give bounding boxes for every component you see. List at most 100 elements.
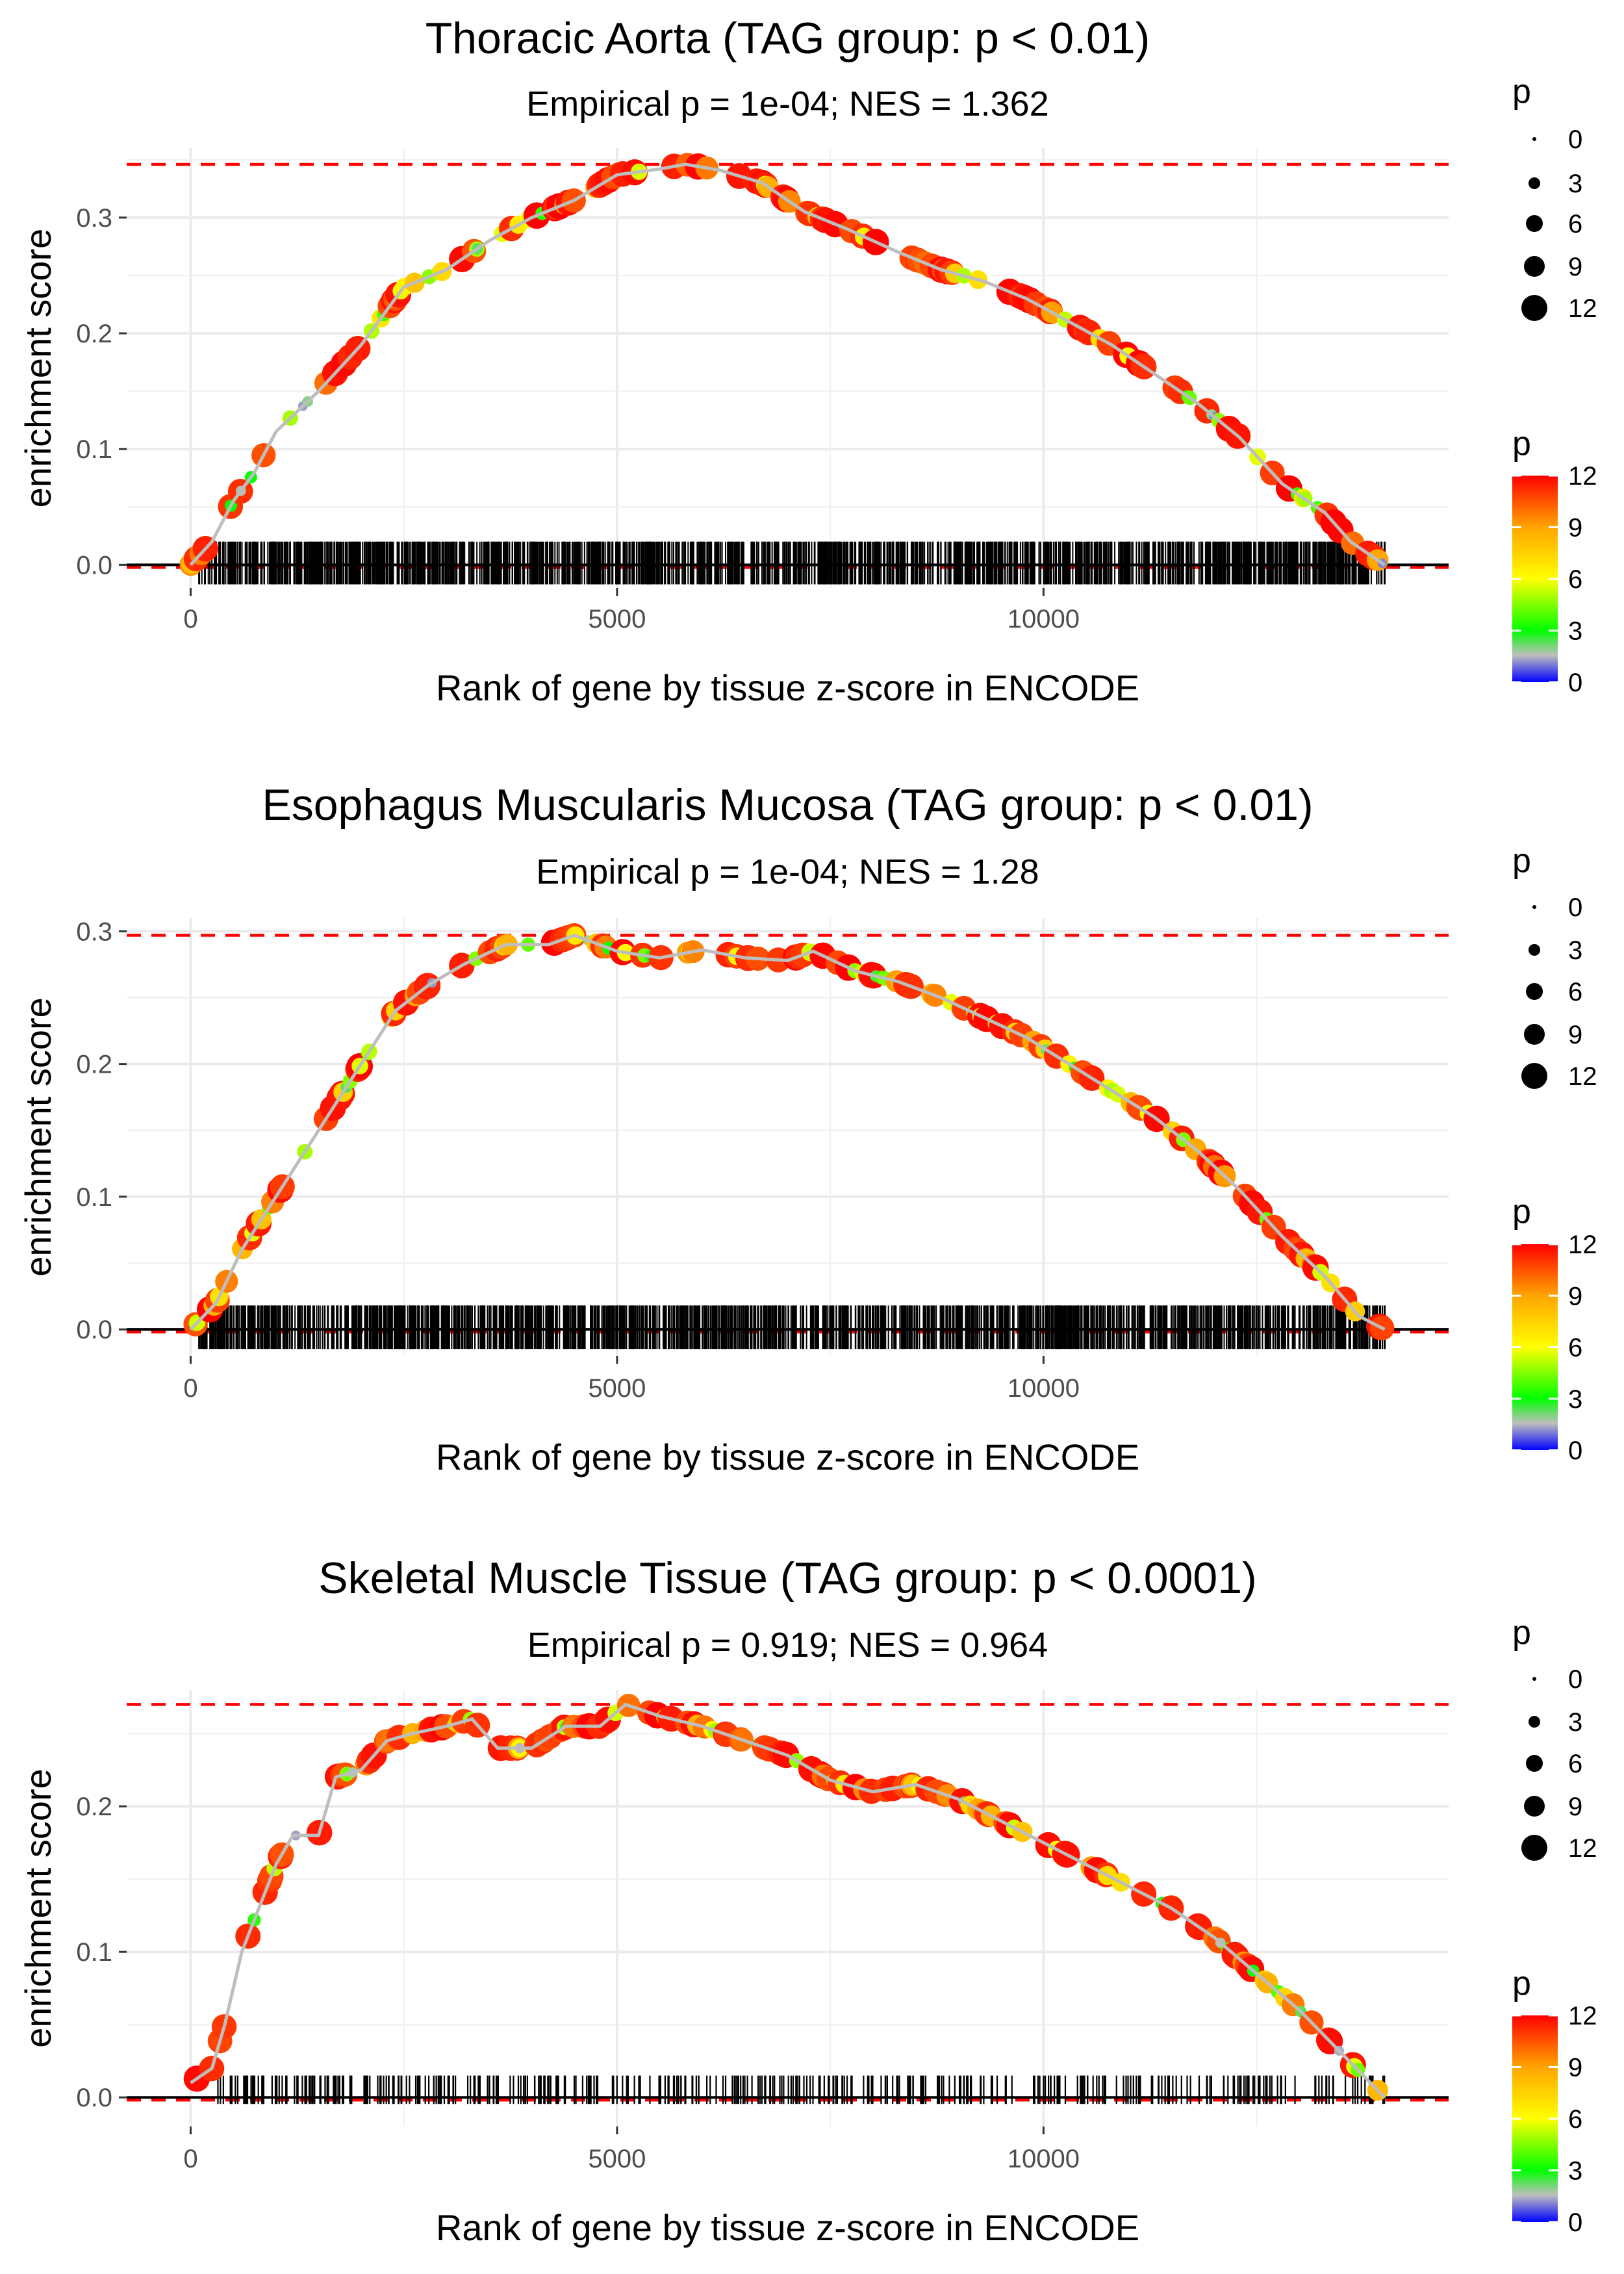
size-legend-label: 6 bbox=[1568, 978, 1582, 1006]
size-legend-dot bbox=[1526, 215, 1543, 232]
size-legend-dot bbox=[1529, 177, 1540, 189]
chart-title: Esophagus Muscularis Mucosa (TAG group: … bbox=[262, 780, 1313, 830]
chart-subtitle: Empirical p = 1e-04; NES = 1.362 bbox=[526, 84, 1048, 123]
size-legend-label: 3 bbox=[1568, 936, 1582, 965]
size-legend: p 0 3 6 9 12 bbox=[1512, 73, 1597, 323]
x-tick-label: 0 bbox=[183, 1374, 197, 1403]
enrichment-points bbox=[183, 923, 1395, 1341]
color-legend: p 12 9 6 3 0 bbox=[1512, 1193, 1597, 1465]
y-axis-title: enrichment score bbox=[18, 229, 58, 508]
color-legend-label: 12 bbox=[1568, 1231, 1597, 1259]
y-tick-label: 0.2 bbox=[76, 1051, 112, 1079]
size-legend-label: 3 bbox=[1568, 1708, 1582, 1737]
gene-rank-rug bbox=[217, 2075, 1386, 2104]
size-legend-label: 3 bbox=[1568, 170, 1582, 198]
size-legend-label: 9 bbox=[1568, 1021, 1582, 1049]
gridlines bbox=[127, 1690, 1449, 2127]
x-tick-label: 0 bbox=[183, 2145, 197, 2173]
gsea-panel-2: Esophagus Muscularis Mucosa (TAG group: … bbox=[18, 780, 1597, 1477]
x-tick-label: 10000 bbox=[1008, 2145, 1080, 2173]
size-legend-dot bbox=[1524, 256, 1545, 277]
chart-subtitle: Empirical p = 1e-04; NES = 1.28 bbox=[536, 852, 1039, 891]
y-tick-label: 0.1 bbox=[76, 435, 112, 464]
color-legend-label: 0 bbox=[1568, 1437, 1582, 1465]
size-legend-label: 12 bbox=[1568, 1062, 1597, 1091]
y-tick-label: 0.3 bbox=[76, 917, 112, 946]
size-legend-dot bbox=[1526, 983, 1543, 1000]
color-legend: p 12 9 6 3 0 bbox=[1512, 1965, 1597, 2237]
color-legend-title: p bbox=[1512, 1965, 1531, 2002]
color-legend-title: p bbox=[1512, 425, 1531, 463]
color-legend-label: 3 bbox=[1568, 1385, 1582, 1414]
color-legend-label: 12 bbox=[1568, 462, 1597, 491]
size-legend-dot bbox=[1524, 1796, 1545, 1817]
color-legend-label: 0 bbox=[1568, 2208, 1582, 2237]
gsea-panel-1: Thoracic Aorta (TAG group: p < 0.01) Empi… bbox=[18, 14, 1597, 708]
color-legend-label: 9 bbox=[1568, 2054, 1582, 2082]
y-tick-label: 0.2 bbox=[76, 1793, 112, 1821]
chart-subtitle: Empirical p = 0.919; NES = 0.964 bbox=[527, 1626, 1048, 1665]
size-legend-title: p bbox=[1512, 1614, 1531, 1652]
size-legend-dot bbox=[1521, 1835, 1547, 1861]
size-legend-label: 6 bbox=[1568, 210, 1582, 238]
size-legend-dot bbox=[1529, 944, 1540, 956]
y-axis-title: enrichment score bbox=[18, 997, 58, 1277]
size-legend-dot bbox=[1532, 905, 1536, 909]
color-legend-label: 12 bbox=[1568, 2002, 1597, 2030]
size-legend-label: 12 bbox=[1568, 1834, 1597, 1863]
color-legend-label: 3 bbox=[1568, 2157, 1582, 2186]
y-tick-label: 0.3 bbox=[76, 204, 112, 233]
y-tick-label: 0.1 bbox=[76, 1183, 112, 1212]
enrichment-points bbox=[179, 153, 1389, 576]
color-legend-label: 6 bbox=[1568, 565, 1582, 594]
x-tick-label: 10000 bbox=[1008, 605, 1080, 633]
color-legend-label: 9 bbox=[1568, 514, 1582, 543]
color-legend-label: 6 bbox=[1568, 1334, 1582, 1362]
color-legend-label: 6 bbox=[1568, 2105, 1582, 2134]
x-axis-title: Rank of gene by tissue z-score in ENCODE bbox=[436, 667, 1139, 708]
size-legend-label: 9 bbox=[1568, 253, 1582, 281]
x-tick-label: 5000 bbox=[588, 605, 646, 633]
size-legend-label: 9 bbox=[1568, 1793, 1582, 1821]
size-legend-dot bbox=[1532, 137, 1536, 141]
chart-title: Skeletal Muscle Tissue (TAG group: p < 0… bbox=[318, 1553, 1256, 1603]
size-legend-dot bbox=[1521, 1063, 1547, 1089]
color-legend: p 12 9 6 3 0 bbox=[1512, 425, 1597, 697]
size-legend-label: 0 bbox=[1568, 125, 1582, 154]
size-legend: p 0 3 6 9 12 bbox=[1512, 842, 1597, 1091]
size-legend-dot bbox=[1526, 1755, 1543, 1772]
y-tick-label: 0.2 bbox=[76, 320, 112, 348]
size-legend-title: p bbox=[1512, 73, 1531, 110]
size-legend-dot bbox=[1529, 1716, 1540, 1728]
enrichment-curve bbox=[190, 1702, 1386, 2099]
y-tick-label: 0.0 bbox=[76, 1316, 112, 1344]
y-tick-label: 0.1 bbox=[76, 1938, 112, 1967]
x-axis-title: Rank of gene by tissue z-score in ENCODE bbox=[436, 1437, 1139, 1477]
size-legend: p 0 3 6 9 12 bbox=[1512, 1614, 1597, 1863]
gridlines bbox=[127, 918, 1449, 1356]
color-legend-label: 3 bbox=[1568, 617, 1582, 646]
size-legend-label: 0 bbox=[1568, 893, 1582, 922]
color-legend-label: 9 bbox=[1568, 1282, 1582, 1310]
enrichment-curve bbox=[189, 162, 1386, 567]
size-legend-dot bbox=[1524, 1024, 1545, 1045]
enrichment-curve bbox=[189, 933, 1386, 1331]
size-legend-label: 12 bbox=[1568, 294, 1597, 323]
gsea-panel-3: Skeletal Muscle Tissue (TAG group: p < 0… bbox=[18, 1553, 1597, 2248]
chart-title: Thoracic Aorta (TAG group: p < 0.01) bbox=[425, 14, 1150, 63]
x-tick-label: 10000 bbox=[1008, 1374, 1080, 1403]
size-legend-title: p bbox=[1512, 842, 1531, 880]
gene-rank-rug bbox=[198, 1305, 1386, 1349]
y-axis-title: enrichment score bbox=[18, 1769, 58, 2048]
x-tick-label: 5000 bbox=[588, 1374, 646, 1403]
y-tick-label: 0.0 bbox=[76, 551, 112, 580]
size-legend-dot bbox=[1521, 295, 1547, 321]
color-legend-title: p bbox=[1512, 1193, 1531, 1231]
y-tick-label: 0.0 bbox=[76, 2084, 112, 2112]
size-legend-label: 0 bbox=[1568, 1665, 1582, 1694]
x-axis-title: Rank of gene by tissue z-score in ENCODE bbox=[436, 2207, 1139, 2248]
x-tick-label: 5000 bbox=[588, 2145, 646, 2173]
size-legend-label: 6 bbox=[1568, 1750, 1582, 1778]
gene-rank-rug bbox=[198, 541, 1386, 585]
